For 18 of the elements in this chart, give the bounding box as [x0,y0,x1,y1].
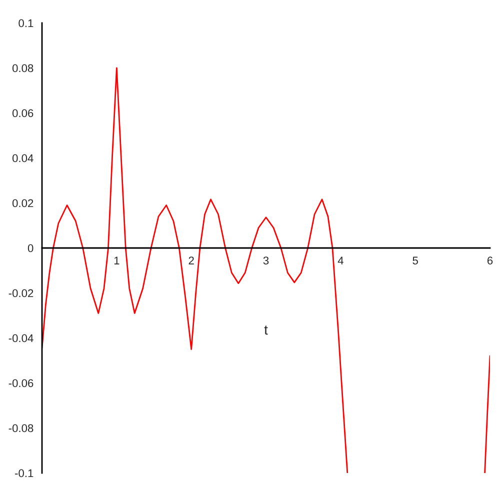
x-axis-title: t [264,326,268,335]
x-tick-label: 5 [412,256,418,264]
y-tick-label: 0.02 [12,199,34,208]
y-tick-label: 0.08 [12,64,34,72]
y-tick-label: 0.04 [12,154,34,162]
y-tick-label: -0.06 [8,379,34,388]
y-tick-label: -0.02 [8,289,34,298]
y-tick-label: -0.1 [15,469,34,478]
y-tick-label: -0.04 [8,334,34,342]
x-tick-label: 3 [263,256,269,264]
y-tick-label: 0 [28,244,34,252]
y-tick-label: 0.1 [18,19,34,28]
x-tick-label: 1 [114,256,120,264]
y-tick-label: -0.08 [8,424,34,432]
x-tick-label: 2 [188,256,194,264]
y-tick-label: 0.06 [12,109,34,118]
x-tick-label: 4 [338,256,344,264]
x-tick-label: 6 [487,256,493,264]
